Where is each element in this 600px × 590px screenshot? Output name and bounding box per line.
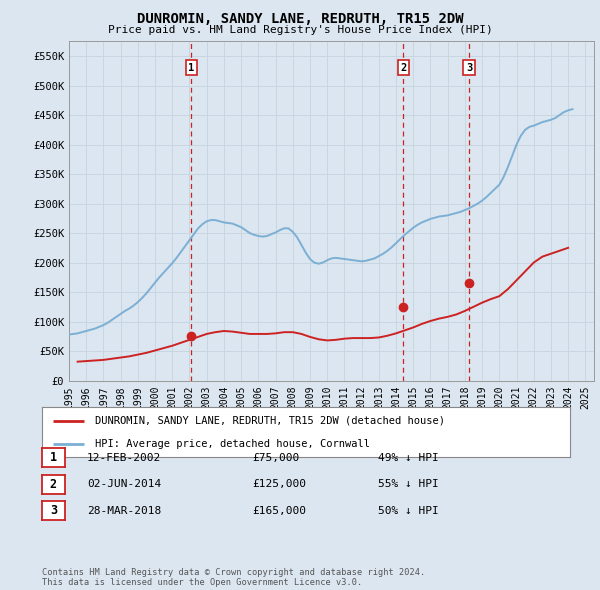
Text: 2: 2 <box>50 478 57 491</box>
Text: 55% ↓ HPI: 55% ↓ HPI <box>378 480 439 490</box>
Text: £165,000: £165,000 <box>252 506 306 516</box>
Text: 02-JUN-2014: 02-JUN-2014 <box>87 480 161 490</box>
Text: £75,000: £75,000 <box>252 453 299 463</box>
Text: Price paid vs. HM Land Registry's House Price Index (HPI): Price paid vs. HM Land Registry's House … <box>107 25 493 35</box>
Text: 28-MAR-2018: 28-MAR-2018 <box>87 506 161 516</box>
Text: HPI: Average price, detached house, Cornwall: HPI: Average price, detached house, Corn… <box>95 439 370 449</box>
Text: 1: 1 <box>188 63 194 73</box>
Text: 3: 3 <box>466 63 472 73</box>
Text: 3: 3 <box>50 504 57 517</box>
Text: £125,000: £125,000 <box>252 480 306 490</box>
Text: Contains HM Land Registry data © Crown copyright and database right 2024.
This d: Contains HM Land Registry data © Crown c… <box>42 568 425 587</box>
Text: DUNROMIN, SANDY LANE, REDRUTH, TR15 2DW: DUNROMIN, SANDY LANE, REDRUTH, TR15 2DW <box>137 12 463 26</box>
Text: 49% ↓ HPI: 49% ↓ HPI <box>378 453 439 463</box>
Text: DUNROMIN, SANDY LANE, REDRUTH, TR15 2DW (detached house): DUNROMIN, SANDY LANE, REDRUTH, TR15 2DW … <box>95 415 445 425</box>
Text: 2: 2 <box>400 63 406 73</box>
Text: 50% ↓ HPI: 50% ↓ HPI <box>378 506 439 516</box>
Text: 12-FEB-2002: 12-FEB-2002 <box>87 453 161 463</box>
Text: 1: 1 <box>50 451 57 464</box>
